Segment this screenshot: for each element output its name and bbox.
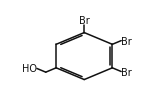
Text: Br: Br [79, 16, 90, 26]
Text: HO: HO [22, 64, 37, 74]
Text: Br: Br [121, 36, 132, 46]
Text: Br: Br [121, 67, 132, 77]
